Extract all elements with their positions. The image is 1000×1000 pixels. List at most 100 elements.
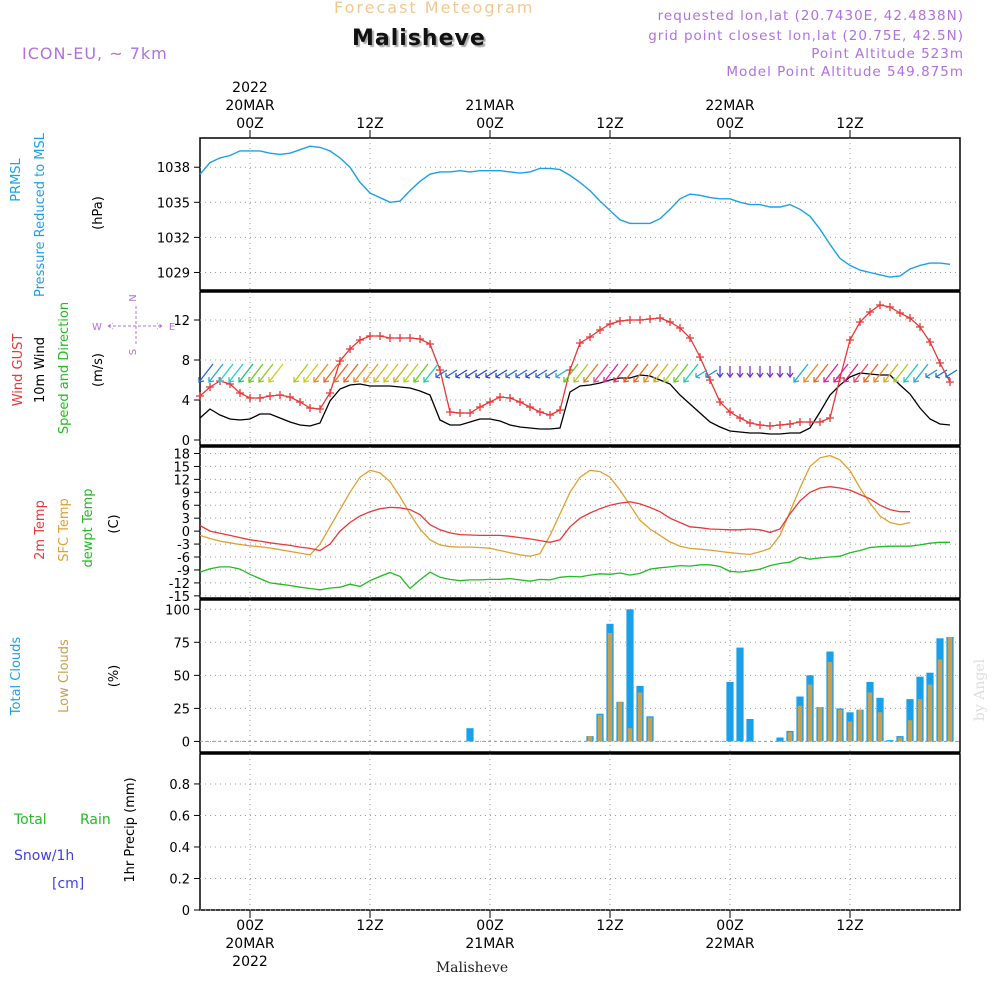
wind-direction-arrow: [465, 369, 478, 379]
gust-marker: [406, 334, 414, 342]
low-cloud-bar: [587, 736, 593, 742]
low-cloud-bar: [917, 699, 923, 742]
wind-direction-arrow: [633, 363, 649, 383]
top-time-label: 22MAR: [705, 98, 754, 114]
bottom-time-label: 22MAR: [705, 936, 754, 952]
precip-ytick-label: 0.4: [169, 841, 190, 856]
gust-marker: [326, 389, 334, 397]
wind-dir-label: Speed and Direction: [57, 302, 72, 434]
top-time-label: 00Z: [716, 116, 743, 132]
gust-marker: [236, 389, 244, 397]
temp-ytick-label: 9: [182, 486, 190, 501]
wind-direction-arrow: [756, 366, 764, 379]
gust-marker: [336, 357, 344, 365]
gust-marker: [396, 334, 404, 342]
bottom-time-label: 20MAR: [225, 936, 274, 952]
gust-marker: [556, 406, 564, 414]
gust-marker: [756, 421, 764, 429]
low-cloud-bar: [947, 637, 953, 742]
low-cloud-bar: [827, 662, 833, 742]
wind-direction-arrow: [238, 363, 254, 383]
low-cloud-bar: [597, 715, 603, 742]
wind-speed-line: [199, 372, 951, 435]
temp-2m-label: 2m Temp: [33, 500, 48, 560]
wind-ytick-label: 8: [182, 354, 190, 369]
top-time-label: 21MAR: [465, 98, 514, 114]
footer-station: Malisheve: [436, 960, 508, 976]
wind-direction-arrow: [218, 363, 234, 383]
precip-unit: 1hr Precip (mm): [123, 777, 138, 882]
gust-marker: [766, 422, 774, 430]
temp-ytick-label: 3: [182, 512, 190, 527]
wind-direction-arrow: [593, 363, 609, 383]
clouds-unit: (%): [107, 665, 122, 688]
gust-marker: [266, 392, 274, 400]
low-cloud-bar: [927, 684, 933, 742]
wind-direction-arrow: [445, 369, 458, 379]
wind-direction-arrow: [853, 363, 869, 383]
wind-direction-arrow: [613, 363, 629, 383]
gust-marker: [676, 324, 684, 332]
wind-direction-arrow: [673, 363, 689, 383]
low-cloud-bar: [817, 707, 823, 742]
station-title: Malisheve: [352, 26, 486, 51]
gust-marker: [536, 408, 544, 416]
gust-marker: [716, 398, 724, 406]
wind-direction-arrow: [683, 363, 699, 383]
total-cloud-bar: [886, 740, 894, 742]
total-cloud-bar: [906, 699, 914, 742]
gust-marker: [376, 332, 384, 340]
gust-marker: [906, 314, 914, 322]
model-label: ICON-EU, ~ 7km: [22, 44, 168, 63]
low-cloud-bar: [627, 728, 633, 742]
compass-cross: [107, 306, 163, 344]
pressure-unit: (hPa): [91, 196, 106, 230]
wind-direction-arrow: [766, 366, 774, 379]
wind-direction-arrow: [403, 363, 419, 383]
clouds-panel-frame: [199, 599, 961, 753]
gust-marker: [926, 338, 934, 346]
gust-marker: [896, 309, 904, 317]
wind-direction-arrow: [786, 366, 794, 379]
temp-panel-frame: [199, 446, 961, 599]
gust-marker: [246, 394, 254, 402]
bottom-time-label: 2022: [232, 954, 268, 970]
gust-marker: [356, 336, 364, 344]
low-cloud-bar: [857, 709, 863, 742]
gust-marker: [416, 335, 424, 343]
low-cloud-bar: [847, 721, 853, 742]
wind-direction-arrow: [716, 366, 724, 379]
wind-direction-arrow: [893, 363, 909, 383]
wind-gust-label: Wind GUST: [11, 334, 26, 407]
wind-gust-line: [199, 304, 951, 427]
top-time-label: 12Z: [836, 116, 863, 132]
pressure-ytick-label: 1029: [157, 266, 190, 281]
total-cloud-bar: [776, 737, 784, 742]
gust-marker: [296, 398, 304, 406]
temp-ytick-label: -6: [177, 551, 190, 566]
low-cloud-bar: [647, 717, 653, 742]
model-point-altitude: Model Point Altitude 549.875m: [726, 64, 964, 80]
wind-direction-arrow: [393, 363, 409, 383]
gust-marker: [816, 418, 824, 426]
gust-marker: [276, 391, 284, 399]
gust-marker: [486, 398, 494, 406]
gust-marker: [346, 345, 354, 353]
wind-direction-arrow: [208, 363, 224, 383]
wind-direction-arrow: [363, 363, 379, 383]
gust-marker: [506, 394, 514, 402]
gust-marker: [946, 378, 954, 386]
wind-direction-arrow: [563, 363, 579, 383]
gust-marker: [806, 418, 814, 426]
temp-ytick-label: 18: [173, 447, 190, 462]
low-cloud-bar: [907, 720, 913, 742]
gust-marker: [656, 314, 664, 322]
wind-direction-arrow: [293, 363, 309, 383]
temp-sfc-label: SFC Temp: [57, 498, 72, 562]
wind-direction-arrow: [913, 363, 929, 383]
wind-direction-arrow: [475, 369, 488, 379]
precip-snow-label: Snow/1h: [14, 848, 74, 864]
gust-marker: [196, 392, 204, 400]
wind-direction-arrow: [883, 363, 899, 383]
wind-direction-arrow: [583, 363, 599, 383]
